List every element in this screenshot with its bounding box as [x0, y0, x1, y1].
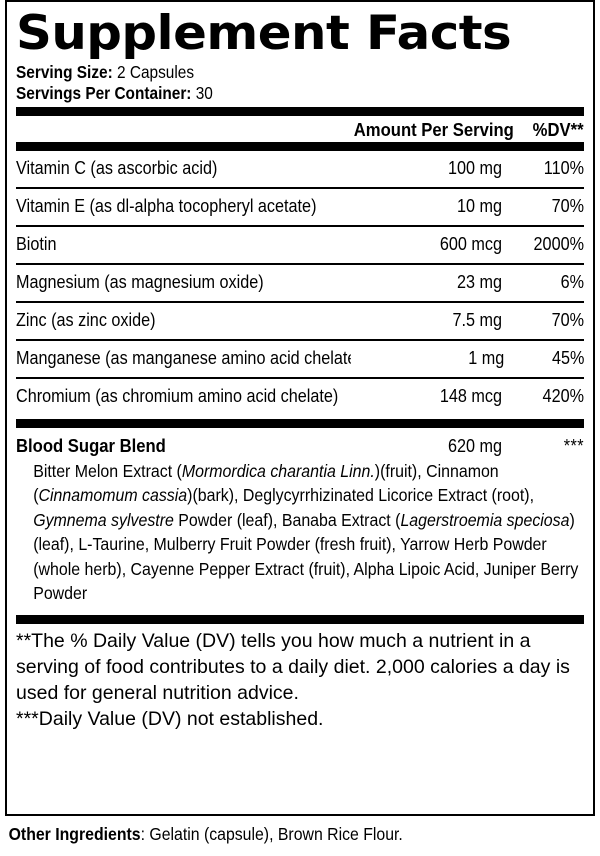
nutrient-dv: 420% — [542, 386, 584, 406]
rule-thick-footnote — [16, 615, 584, 625]
nutrient-dv: 110% — [543, 158, 584, 178]
nutrient-name: Chromium (as chromium amino acid chelate… — [16, 386, 339, 406]
nutrient-name: Vitamin E (as dl-alpha tocopheryl acetat… — [16, 196, 317, 216]
nutrient-dv: 6% — [560, 272, 584, 292]
table-row: Vitamin C (as ascorbic acid) 100 mg 110% — [16, 151, 584, 187]
blend-name: Blood Sugar Blend — [16, 435, 166, 456]
other-ingredients-label: Other Ingredients — [8, 824, 141, 844]
row-divider — [16, 263, 584, 265]
row-divider — [16, 339, 584, 341]
footnote-not-established: ***Daily Value (DV) not established. — [16, 708, 324, 731]
serving-size-label: Serving Size: — [16, 62, 113, 82]
servings-per-container-label: Servings Per Container: — [16, 83, 192, 103]
table-row: Biotin 600 mcg 2000% — [16, 227, 584, 263]
nutrient-dv: 70% — [551, 196, 584, 216]
servings-per-container-value: 30 — [195, 83, 213, 103]
nutrient-name: Vitamin C (as ascorbic acid) — [16, 158, 218, 178]
label-panel: Supplement Facts Serving Size: 2 Capsule… — [5, 0, 595, 816]
table-row: Zinc (as zinc oxide) 7.5 mg 70% — [16, 303, 584, 339]
nutrient-dv: 70% — [551, 310, 584, 330]
other-ingredients-separator: : — [140, 824, 150, 844]
serving-size-line: Serving Size: 2 Capsules — [16, 62, 516, 83]
nutrient-name: Magnesium (as magnesium oxide) — [16, 272, 264, 292]
nutrient-amount: 148 mcg — [439, 386, 502, 406]
blend-ingredients: Bitter Melon Extract (Mormordica charant… — [33, 461, 579, 604]
rule-thick-blend — [16, 419, 584, 428]
column-header-amount: Amount Per Serving — [353, 119, 514, 140]
page-title: Supplement Facts — [16, 6, 512, 61]
row-divider — [16, 377, 584, 379]
nutrient-amount: 7.5 mg — [452, 310, 502, 330]
table-row: Chromium (as chromium amino acid chelate… — [16, 379, 584, 415]
blend-amount: 620 mg — [447, 436, 502, 456]
blend-header-row: Blood Sugar Blend 620 mg *** — [16, 428, 584, 457]
footnotes: **The % Daily Value (DV) tells you how m… — [16, 624, 584, 734]
serving-size-value: 2 Capsules — [117, 62, 195, 82]
nutrient-name: Biotin — [16, 234, 57, 254]
nutrient-name: Manganese (as manganese amino acid chela… — [16, 348, 352, 368]
blend-dv: *** — [563, 436, 584, 456]
rule-thick-header — [16, 142, 584, 151]
serving-info: Serving Size: 2 Capsules Servings Per Co… — [16, 62, 584, 104]
nutrient-amount: 23 mg — [456, 272, 502, 292]
footnote-daily-value: **The % Daily Value (DV) tells you how m… — [16, 630, 570, 705]
row-divider — [16, 301, 584, 303]
other-ingredients: Other Ingredients: Gelatin (capsule), Br… — [5, 816, 536, 845]
nutrient-dv: 2000% — [533, 234, 584, 254]
servings-per-container-line: Servings Per Container: 30 — [16, 83, 516, 104]
table-row: Magnesium (as magnesium oxide) 23 mg 6% — [16, 265, 584, 301]
column-header-dv: %DV** — [533, 119, 584, 140]
nutrient-amount: 1 mg — [468, 348, 505, 368]
column-headers: Amount Per Serving %DV** — [16, 116, 584, 142]
nutrient-dv: 45% — [551, 348, 584, 368]
row-divider — [16, 187, 584, 189]
table-row: Vitamin E (as dl-alpha tocopheryl acetat… — [16, 189, 584, 225]
nutrient-table: Vitamin C (as ascorbic acid) 100 mg 110%… — [16, 151, 584, 415]
nutrient-amount: 10 mg — [456, 196, 502, 216]
nutrient-name: Zinc (as zinc oxide) — [16, 310, 156, 330]
rule-thick-top — [16, 107, 584, 116]
nutrient-amount: 100 mg — [447, 158, 502, 178]
row-divider — [16, 225, 584, 227]
nutrient-amount: 600 mcg — [439, 234, 502, 254]
table-row: Manganese (as manganese amino acid chela… — [16, 341, 584, 377]
other-ingredients-value: Gelatin (capsule), Brown Rice Flour. — [149, 824, 403, 844]
